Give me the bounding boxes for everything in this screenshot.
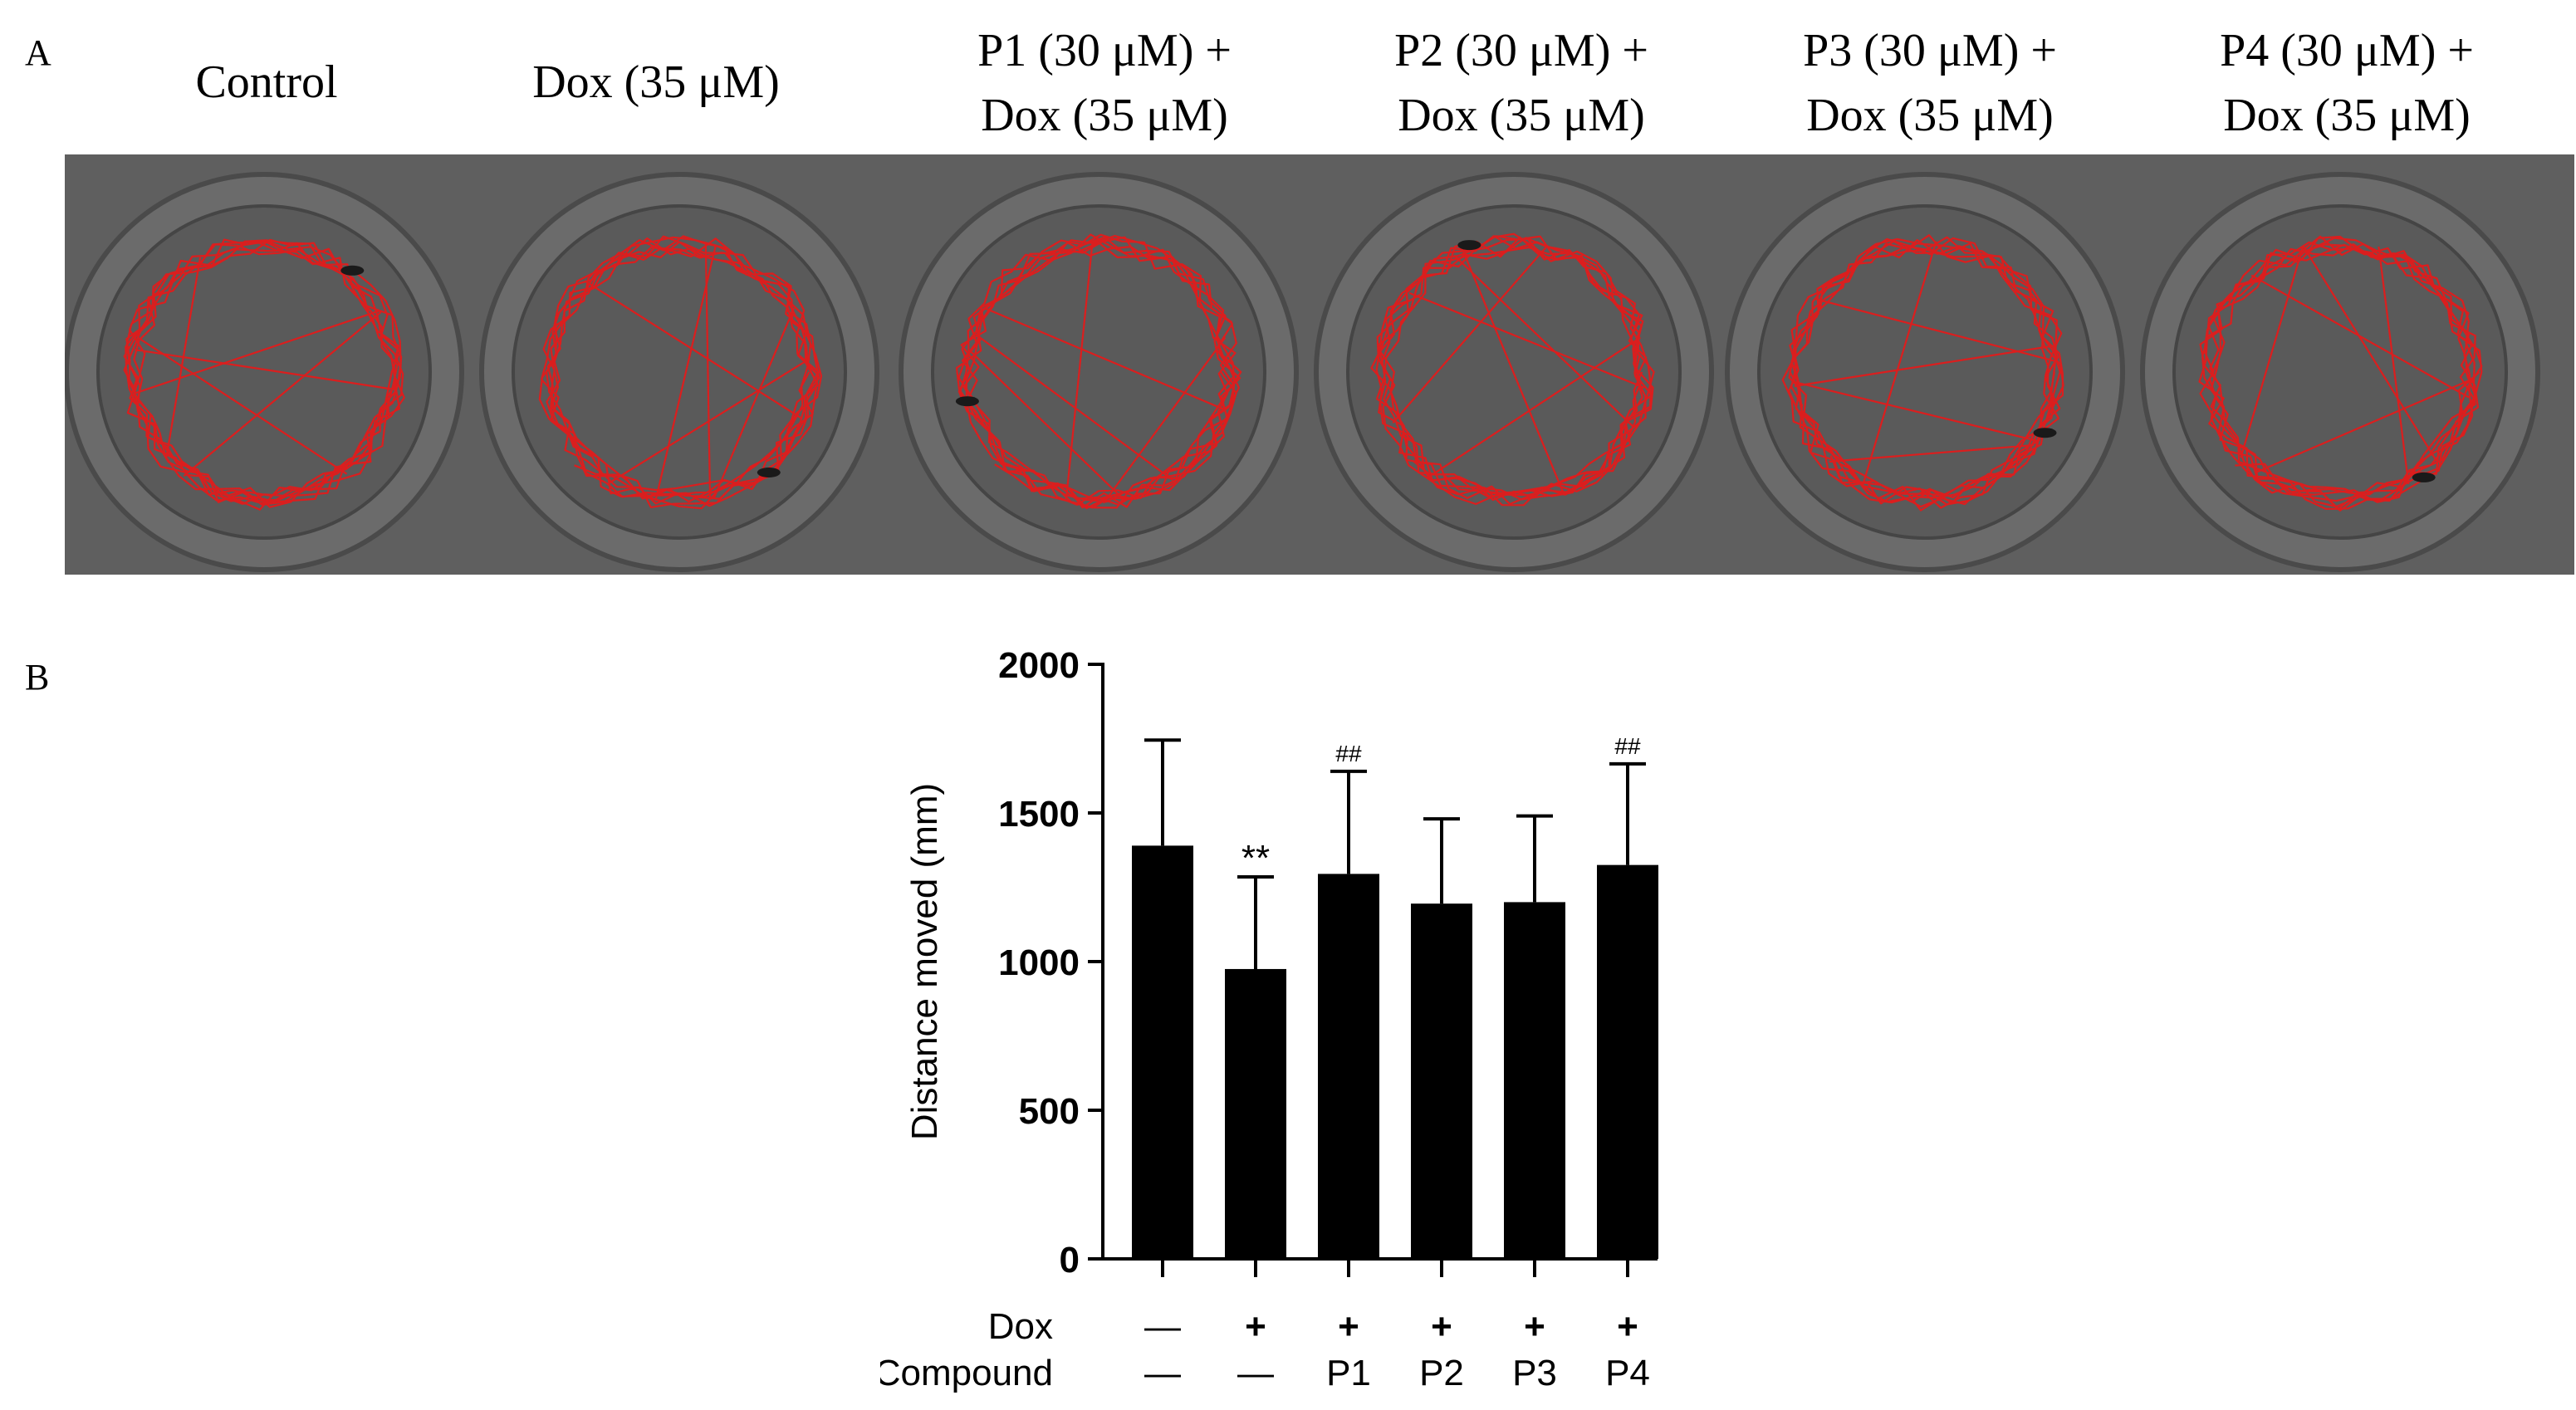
well-inner bbox=[931, 204, 1266, 540]
treatment-cell: — bbox=[1237, 1353, 1274, 1393]
treatment-row-label: Compound bbox=[880, 1353, 1053, 1393]
treatment-cell: P2 bbox=[1419, 1353, 1464, 1393]
treatment-cell: + bbox=[1617, 1306, 1638, 1347]
well bbox=[2140, 172, 2540, 572]
bar bbox=[1318, 874, 1379, 1259]
well bbox=[65, 172, 464, 572]
swim-track bbox=[538, 235, 823, 510]
group-label-line: Dox (35 μM) bbox=[2223, 90, 2471, 141]
swim-track bbox=[2198, 235, 2483, 512]
group-label-line: Dox (35 μM) bbox=[532, 56, 780, 108]
treatment-cell: — bbox=[1144, 1353, 1181, 1393]
bar bbox=[1597, 864, 1658, 1259]
swim-track bbox=[1781, 234, 2064, 512]
significance-label: ## bbox=[1614, 733, 1641, 759]
group-label-line: Dox (35 μM) bbox=[1806, 90, 2054, 141]
treatment-cell: + bbox=[1338, 1306, 1359, 1347]
swim-track bbox=[123, 238, 405, 511]
panel-a-letter: A bbox=[25, 32, 51, 73]
group-label-line: P1 (30 μM) + bbox=[977, 25, 1232, 76]
larva-marker bbox=[340, 265, 365, 276]
bar-chart: 0 500 1000 1500 2000 Distance moved (mm) ** ## #… bbox=[880, 645, 1658, 1393]
larva-marker bbox=[757, 468, 781, 477]
treatment-row-label: Dox bbox=[988, 1306, 1053, 1347]
group-label-line: Control bbox=[195, 56, 338, 108]
well bbox=[479, 172, 879, 572]
group-label-control: Control bbox=[146, 50, 387, 115]
larva-marker bbox=[2033, 428, 2057, 438]
well-inner bbox=[1757, 204, 2093, 540]
y-tick-label: 500 bbox=[1019, 1091, 1080, 1132]
larva-marker bbox=[1457, 240, 1481, 251]
group-label-p2-dox: P2 (30 μM) + Dox (35 μM) bbox=[1355, 18, 1687, 148]
well bbox=[899, 172, 1299, 572]
group-label-p1-dox: P1 (30 μM) + Dox (35 μM) bbox=[938, 18, 1271, 148]
bar bbox=[1225, 968, 1286, 1259]
group-label-line: P3 (30 μM) + bbox=[1803, 25, 2057, 76]
treatment-cell: + bbox=[1431, 1306, 1452, 1347]
y-tick-label: 0 bbox=[1060, 1240, 1080, 1280]
treatment-cell: P4 bbox=[1605, 1353, 1650, 1393]
group-label-line: Dox (35 μM) bbox=[1398, 90, 1645, 141]
y-axis-label: Distance moved (mm) bbox=[904, 783, 945, 1140]
swim-track bbox=[1370, 233, 1655, 507]
group-label-dox: Dox (35 μM) bbox=[498, 50, 814, 115]
treatment-cell: P1 bbox=[1326, 1353, 1371, 1393]
significance-label: ## bbox=[1335, 741, 1362, 766]
significance-label: ** bbox=[1241, 838, 1270, 879]
bar bbox=[1132, 845, 1193, 1259]
bar bbox=[1504, 902, 1565, 1259]
treatment-cell: — bbox=[1144, 1306, 1181, 1347]
treatment-cell: + bbox=[1245, 1306, 1266, 1347]
group-label-p4-dox: P4 (30 μM) + Dox (35 μM) bbox=[2181, 18, 2513, 148]
larva-marker bbox=[955, 396, 979, 407]
well-plate-image bbox=[65, 154, 2574, 575]
group-label-line: Dox (35 μM) bbox=[981, 90, 1228, 141]
bar bbox=[1411, 903, 1472, 1259]
group-label-line: P4 (30 μM) + bbox=[2220, 25, 2474, 76]
well bbox=[1725, 172, 2125, 572]
larva-marker bbox=[2412, 472, 2436, 482]
y-tick-label: 2000 bbox=[998, 645, 1080, 686]
group-label-line: P2 (30 μM) + bbox=[1394, 25, 1648, 76]
well bbox=[1314, 172, 1714, 572]
treatment-cell: P3 bbox=[1512, 1353, 1557, 1393]
group-label-p3-dox: P3 (30 μM) + Dox (35 μM) bbox=[1764, 18, 2096, 148]
well-inner bbox=[96, 204, 432, 540]
y-tick-label: 1500 bbox=[998, 794, 1080, 835]
panel-b-letter: B bbox=[25, 657, 50, 698]
swim-track bbox=[955, 233, 1242, 510]
treatment-cell: + bbox=[1524, 1306, 1545, 1347]
y-tick-label: 1000 bbox=[998, 942, 1080, 983]
